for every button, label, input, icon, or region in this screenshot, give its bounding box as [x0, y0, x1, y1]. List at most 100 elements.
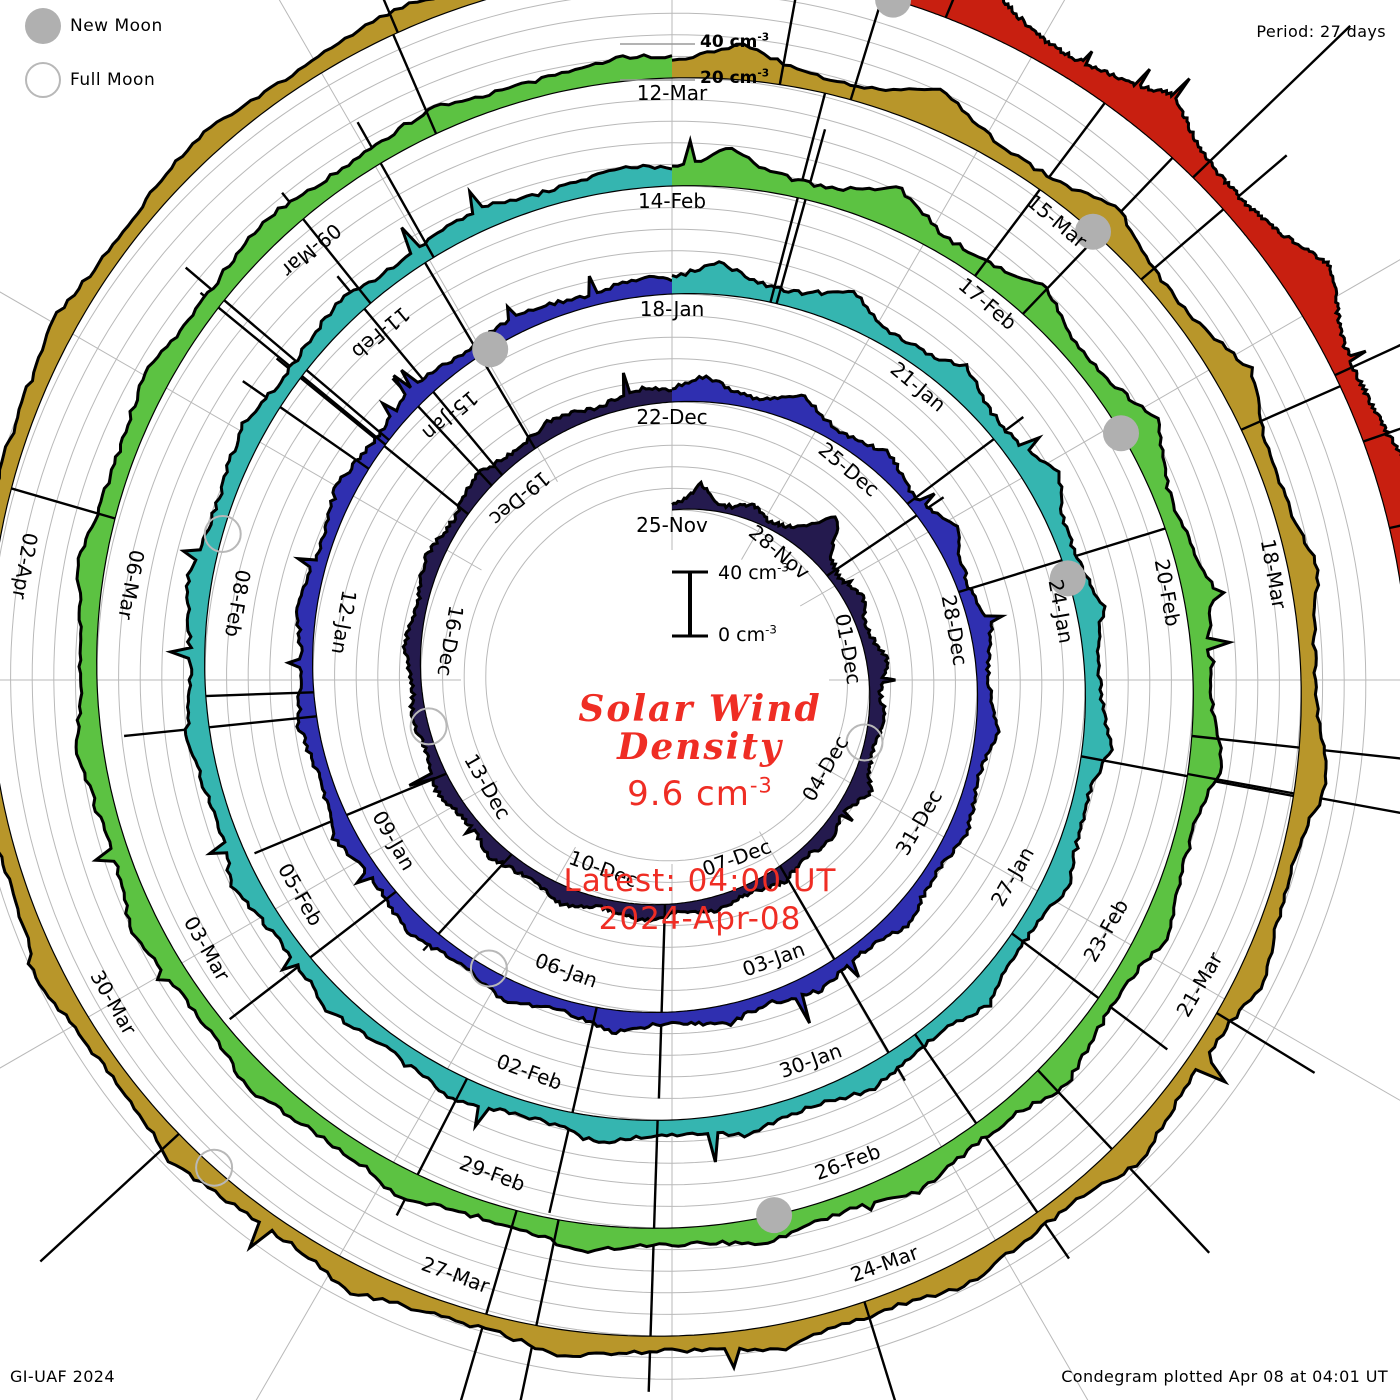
spiral-band-fill: [894, 0, 1400, 582]
full-moon-marker-icon: [845, 723, 884, 762]
spiral-trace: [0, 0, 1328, 1372]
density-spike: [1191, 734, 1400, 760]
new-moon-swatch-icon: [25, 8, 61, 44]
full-moon-marker-icon: [195, 1148, 234, 1187]
density-spike: [778, 0, 797, 85]
moon-marker-layer: [195, 0, 1139, 1234]
center-scale-lo-exponent: -3: [765, 622, 777, 637]
spiral-baseline: [312, 293, 979, 1013]
spiral-date-label: 30-Jan: [776, 1038, 845, 1083]
full-moon-swatch-icon: [25, 62, 61, 98]
center-scale-lo-text: 0 cm: [718, 624, 766, 646]
density-spike: [0, 483, 116, 520]
full-moon-marker-icon: [469, 949, 508, 988]
spiral-date-label: 26-Feb: [811, 1139, 883, 1185]
density-spike: [275, 357, 469, 516]
spiral-date-label: 02-Apr: [7, 531, 42, 602]
density-spike: [1240, 384, 1342, 431]
outer-scale-20-text: 20 cm: [700, 68, 758, 88]
center-scale-hi-label: 40 cm-3: [718, 562, 789, 584]
density-spike: [657, 904, 667, 1099]
spiral-date-label: 25-Nov: [636, 513, 708, 537]
density-spike: [1334, 343, 1400, 377]
latest-time: Latest: 04:00 UT: [563, 863, 837, 899]
density-spike: [197, 691, 314, 698]
current-value-exponent: -3: [749, 772, 773, 798]
spiral-date-label: 22-Dec: [636, 405, 707, 429]
center-scale-lo-label: 0 cm-3: [718, 624, 777, 646]
new-moon-marker-icon: [756, 1197, 793, 1234]
density-spike: [242, 380, 370, 470]
full-moon-marker-icon: [203, 515, 242, 553]
full-moon-legend-label: Full Moon: [70, 70, 156, 90]
spiral-trace: [165, 163, 1114, 1163]
density-spike: [408, 235, 537, 450]
credit-label: GI-UAF 2024: [10, 1367, 115, 1386]
outer-scale-40-exponent: -3: [757, 31, 770, 44]
spiral-trace: [1001, 0, 1400, 457]
spiral-baseline: [892, 0, 1400, 585]
density-spike: [228, 890, 397, 1021]
density-spike: [1192, 25, 1352, 179]
density-spike: [519, 1219, 560, 1400]
new-moon-marker-icon: [1103, 415, 1139, 452]
chart-title-line2: Density: [617, 726, 783, 768]
density-spike: [863, 1301, 897, 1400]
density-spike: [1011, 932, 1169, 1051]
density-spike: [778, 865, 906, 1082]
spiral-date-label: 08-Feb: [220, 568, 255, 639]
outer-scale-40-text: 40 cm: [700, 32, 758, 52]
spiral-baseline: [0, 0, 1302, 1337]
new-moon-marker-icon: [472, 331, 509, 368]
spiral-baseline: [204, 185, 1087, 1121]
density-spike: [39, 1133, 180, 1263]
density-spike: [123, 715, 317, 738]
spiral-date-label: 27-Jan: [986, 843, 1039, 911]
spiral-baseline: [419, 401, 871, 906]
spiral-date-label: 12-Mar: [637, 81, 708, 105]
center-scale-hi-text: 40 cm: [718, 562, 778, 584]
outer-scale-ticks: [620, 43, 695, 81]
spiral-date-label: 18-Jan: [640, 297, 705, 321]
density-spike: [1216, 1011, 1316, 1074]
density-spike: [386, 20, 438, 135]
new-moon-legend-label: New Moon: [70, 16, 163, 36]
center-scale-bar: [672, 570, 708, 638]
density-spike: [548, 1007, 598, 1214]
density-spike: [459, 1210, 518, 1400]
center-readout: Solar Wind Density 9.6 cm-3 Latest: 04:0…: [420, 690, 980, 938]
center-scale-hi-exponent: -3: [777, 560, 789, 575]
spiral-date-label: 16-Dec: [432, 604, 468, 678]
density-spike: [336, 275, 504, 476]
outer-scale-20-label: 20 cm-3: [700, 68, 769, 88]
spiral-date-label: 14-Feb: [638, 189, 706, 213]
density-spike: [1362, 427, 1400, 443]
spiral-date-label: 24-Mar: [847, 1240, 922, 1287]
spiral-date-label: 06-Jan: [532, 948, 601, 993]
chart-title-line1: Solar Wind: [578, 688, 822, 730]
full-moon-marker-icon: [409, 707, 448, 746]
new-moon-marker-icon: [1075, 213, 1111, 250]
current-value-text: 9.6 cm: [627, 774, 750, 814]
density-spike: [254, 772, 447, 855]
spiral-date-label: 12-Jan: [327, 588, 362, 656]
spiral-trace: [284, 274, 1008, 1036]
spiral-date-label: 03-Jan: [739, 937, 808, 982]
density-spike: [356, 121, 435, 258]
current-value: 9.6 cm-3: [420, 770, 980, 818]
new-moon-marker-icon: [1049, 560, 1086, 597]
plotted-timestamp-label: Condegram plotted Apr 08 at 04:01 UT: [1061, 1367, 1388, 1386]
density-spike: [1140, 154, 1288, 281]
spiral-trace: [74, 53, 1236, 1254]
new-moon-marker-icon: [875, 0, 912, 18]
spiral-trace: [401, 372, 896, 923]
period-label: Period: 27 days: [1256, 22, 1386, 41]
latest-date: 2024-Apr-08: [598, 901, 802, 937]
outer-scale-20-exponent: -3: [757, 67, 770, 80]
density-spike: [944, 0, 955, 19]
density-spike: [775, 128, 827, 304]
outer-scale-40-label: 40 cm-3: [700, 32, 769, 52]
